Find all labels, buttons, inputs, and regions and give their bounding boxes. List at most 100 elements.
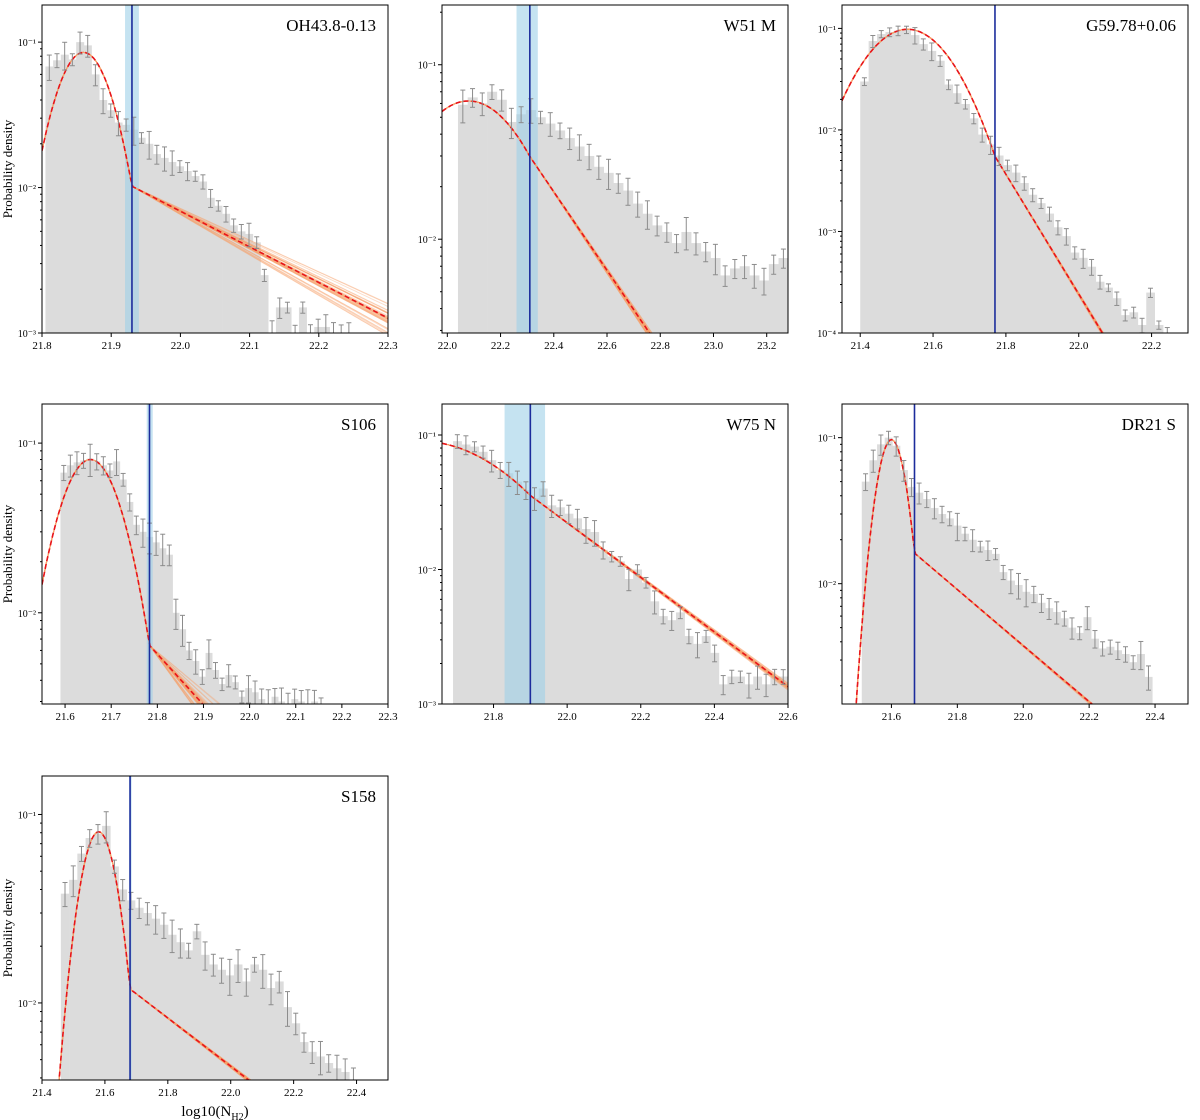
posterior-sample-line (842, 28, 1103, 333)
posterior-sample-line (855, 439, 1093, 704)
histogram-bar (676, 612, 685, 704)
histogram-bar (1106, 646, 1115, 704)
histogram-bar (860, 81, 869, 333)
histogram-bar (615, 561, 625, 704)
histogram-bar (1129, 312, 1139, 333)
posterior-sample-line (42, 51, 388, 314)
histogram-bar (93, 833, 103, 1080)
histogram-bar (217, 969, 226, 1080)
posterior-sample-line (42, 51, 388, 321)
histogram-bar (308, 1051, 317, 1080)
y-tick-label: 10⁻¹ (818, 24, 836, 35)
posterior-sample-line (855, 439, 1093, 704)
histogram-bar (85, 838, 95, 1080)
posterior-sample-line (842, 28, 1103, 333)
histogram-bar (927, 50, 937, 333)
histogram-bar (110, 866, 119, 1080)
histogram-bar (99, 100, 108, 333)
x-tick-label: 22.4 (1145, 711, 1165, 723)
x-tick-label: 21.8 (948, 711, 968, 723)
posterior-sample-line (855, 439, 1093, 704)
histogram-bar (209, 964, 218, 1080)
histogram-bar (984, 550, 993, 704)
x-tick-label: 23.2 (757, 340, 776, 352)
histogram-bar (632, 203, 643, 333)
posterior-sample-line (842, 28, 1103, 333)
posterior-sample-line (42, 51, 388, 333)
histogram-bar (667, 620, 677, 704)
histogram-bar (242, 981, 251, 1080)
histogram-bar (453, 441, 462, 704)
histogram-bar (1045, 213, 1055, 333)
histogram-bar (919, 44, 928, 333)
histogram-bar (642, 213, 653, 333)
histogram-bar (205, 652, 213, 704)
x-tick-label: 21.9 (102, 340, 122, 352)
x-tick-label: 22.0 (240, 711, 260, 723)
histogram-bar (139, 531, 147, 704)
histogram-bar (1029, 593, 1038, 704)
x-tick-label: 22.3 (378, 711, 398, 723)
histogram-bar (633, 569, 643, 704)
posterior-sample-line (42, 51, 388, 319)
histogram-bar (291, 1023, 301, 1080)
histogram-bar (1053, 227, 1063, 333)
x-tick-label: 21.9 (194, 711, 214, 723)
plot-area (442, 404, 788, 704)
posterior-sample-line (42, 51, 388, 324)
posterior-sample-line (442, 442, 788, 684)
histogram-bar (623, 190, 634, 333)
panel-title: G59.78+0.06 (1086, 16, 1176, 35)
panel-title: S158 (341, 787, 376, 806)
histogram-bar (1003, 165, 1012, 333)
histogram-bar (467, 97, 478, 333)
histogram-bar (1052, 611, 1061, 704)
histogram-bar (60, 893, 70, 1080)
histogram-bar (283, 307, 292, 333)
posterior-sample-line (42, 51, 388, 324)
histogram-bar (233, 964, 243, 1080)
y-tick-label: 10⁻² (418, 565, 436, 576)
posterior-sample-line (42, 51, 388, 311)
best-fit-line (58, 830, 250, 1080)
histogram-bar (778, 258, 788, 333)
axes-frame (841, 4, 1189, 334)
histogram-bar (176, 166, 185, 333)
histogram-bar (885, 32, 895, 333)
x-tick-label: 21.4 (32, 1087, 52, 1099)
histogram-bar (681, 231, 692, 333)
panel: 21.8 22.0 22.2 22.4 22.6 10⁻¹ 10⁻² 10⁻³ W75 N (418, 403, 798, 723)
x-tick-label: 21.4 (851, 340, 871, 352)
histogram-bar (893, 30, 903, 333)
y-tick-label: 10⁻¹ (18, 439, 36, 450)
histogram-bar (892, 445, 901, 704)
posterior-sample-line (842, 28, 1103, 333)
histogram-bar (590, 532, 600, 704)
posterior-sample-line (42, 51, 388, 320)
histogram-bar (581, 529, 591, 704)
y-tick-label: 10⁻³ (18, 329, 36, 340)
histogram-bar (953, 525, 962, 704)
plot-area (855, 404, 1153, 704)
posterior-sample-line (842, 28, 1103, 333)
posterior-sample-line (42, 51, 388, 330)
histogram-bar (237, 231, 246, 333)
x-tick-label: 21.8 (148, 711, 168, 723)
posterior-sample-line (855, 439, 1093, 704)
histogram-bar (487, 460, 497, 704)
posterior-sample-line (42, 51, 388, 320)
x-tick-label: 22.2 (332, 711, 351, 723)
histogram-bar (487, 91, 498, 333)
histogram-bar (969, 118, 979, 333)
histogram-bar (650, 601, 660, 704)
posterior-sample-line (855, 439, 1093, 704)
histogram-bar (1121, 653, 1130, 704)
histogram-bar (1037, 602, 1046, 704)
posterior-sample-line (842, 28, 1103, 333)
histogram-bar (603, 172, 614, 333)
histogram-bar (166, 554, 173, 704)
histogram-bar (495, 469, 505, 704)
x-tick-label: 22.2 (309, 340, 328, 352)
histogram-bar (961, 533, 970, 704)
histogram-bar (952, 93, 962, 333)
